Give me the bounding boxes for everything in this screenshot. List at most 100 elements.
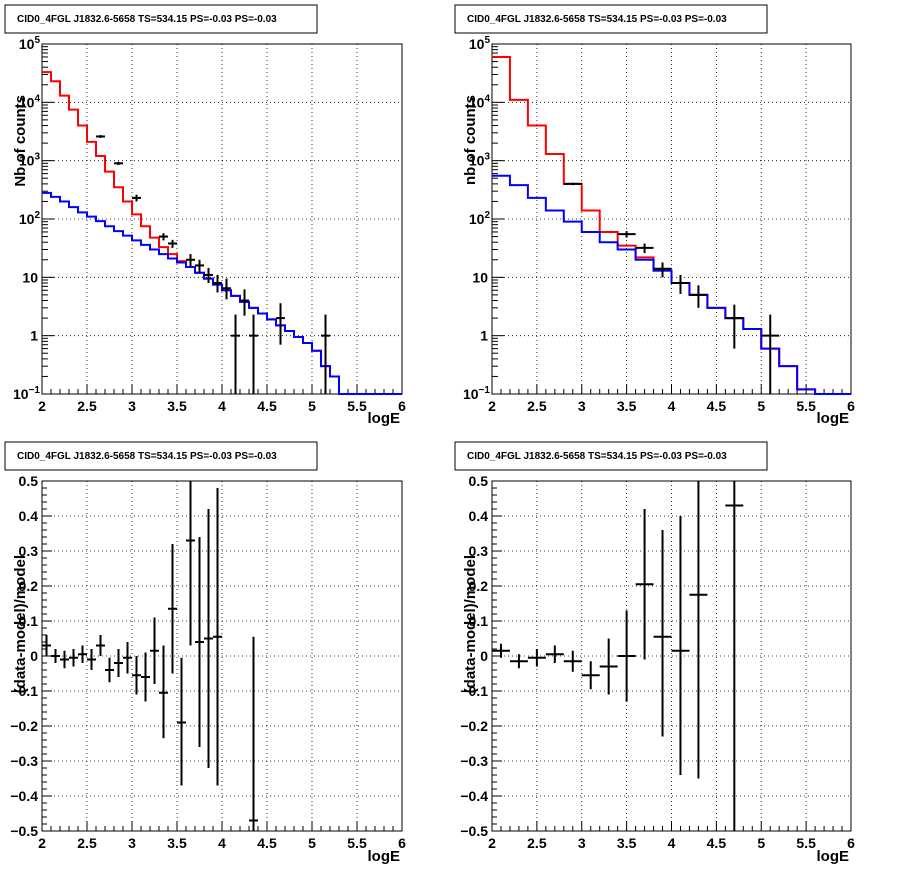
x-tick-label: 5 (757, 835, 765, 851)
x-axis-title: logE (817, 410, 850, 427)
x-tick-label: 5.5 (796, 835, 816, 851)
x-tick-label: 5 (308, 835, 316, 851)
y-tick-label: 0.1 (19, 613, 39, 629)
data-point (105, 657, 114, 683)
data-point (653, 530, 672, 737)
grid-lines (42, 44, 402, 394)
y-tick-label: 10−1 (463, 385, 490, 402)
title-box (4, 441, 318, 471)
y-tick-label: 0.4 (469, 508, 489, 524)
y-tick-label: −0.1 (10, 683, 38, 699)
data-point (240, 289, 249, 316)
data-point (123, 642, 132, 674)
model-total-step-line (492, 55, 851, 395)
y-tick-label: 0.2 (19, 578, 39, 594)
data-point (689, 481, 708, 779)
data-points (492, 481, 744, 831)
y-tick-label: 10 (22, 269, 38, 285)
data-point (159, 645, 168, 739)
data-point (60, 650, 69, 669)
y-tick-label: 0.2 (469, 578, 489, 594)
x-tick-label: 3.5 (617, 398, 637, 414)
x-tick-label: 3 (578, 398, 586, 414)
data-point (114, 649, 123, 677)
data-point (51, 649, 60, 663)
data-point (249, 636, 258, 831)
data-point (635, 243, 654, 254)
x-tick-label: 2 (488, 398, 496, 414)
y-axis-title: (data-model)/model (12, 555, 29, 693)
model-background-step-line (492, 174, 851, 395)
x-axis-title: logE (368, 848, 401, 865)
data-point (563, 650, 582, 672)
x-axis-title: logE (368, 410, 401, 427)
x-tick-label: 2.5 (77, 398, 97, 414)
x-tick-label: 4 (218, 398, 226, 414)
data-point (617, 231, 636, 238)
y-tick-label: −0.2 (460, 718, 488, 734)
x-tick-label: 2 (38, 835, 46, 851)
axis-ticks (491, 480, 852, 832)
y-tick-label: 104 (469, 93, 491, 110)
data-point (186, 481, 195, 646)
data-point (689, 285, 708, 308)
y-axis-title: (data-model)/model (462, 555, 479, 693)
x-tick-label: 6 (398, 835, 406, 851)
x-tick-label: 5.5 (347, 398, 367, 414)
data-point (87, 649, 96, 670)
y-tick-label: 0 (480, 648, 488, 664)
model-background-step-line (42, 191, 402, 395)
counts-panel-right: CID0_4FGL J1832.6-5658 TS=534.15 PS=-0.0… (454, 4, 855, 427)
counts-panel-left: CID0_4FGL J1832.6-5658 TS=534.15 PS=-0.0… (4, 4, 406, 427)
data-point (563, 182, 582, 186)
x-tick-label: 5 (757, 398, 765, 414)
data-point (177, 657, 186, 786)
y-tick-label: −0.4 (10, 788, 38, 804)
x-tick-label: 2 (488, 835, 496, 851)
x-tick-label: 2.5 (527, 835, 547, 851)
x-tick-label: 3.5 (167, 835, 187, 851)
x-tick-label: 4.5 (257, 398, 277, 414)
data-point (231, 314, 240, 394)
grid-lines (492, 481, 851, 831)
data-point (527, 649, 546, 667)
y-tick-label: 104 (19, 93, 41, 110)
data-point (96, 635, 105, 656)
title-box (4, 4, 318, 34)
data-point (78, 645, 87, 663)
x-tick-label: 4.5 (257, 835, 277, 851)
data-point (213, 488, 222, 786)
axis-ticks (41, 480, 403, 832)
plot-title: CID0_4FGL J1832.6-5658 TS=534.15 PS=-0.0… (467, 451, 727, 462)
grid-lines (492, 44, 851, 394)
title-box (454, 441, 768, 471)
data-point (222, 278, 231, 300)
y-tick-label: 103 (469, 152, 491, 169)
data-point (132, 194, 141, 202)
data-point (761, 314, 780, 394)
grid-lines (42, 481, 402, 831)
data-point (509, 654, 528, 669)
data-point (249, 314, 258, 394)
data-point (168, 239, 177, 248)
y-tick-label: 103 (19, 152, 41, 169)
y-tick-label: −0.5 (460, 823, 488, 839)
data-point (150, 617, 159, 684)
y-tick-label: −0.2 (10, 718, 38, 734)
x-tick-label: 3 (578, 835, 586, 851)
y-tick-label: 105 (19, 35, 41, 52)
x-tick-label: 3.5 (167, 398, 187, 414)
x-tick-label: 3 (128, 835, 136, 851)
data-point (617, 610, 636, 702)
x-tick-label: 4 (668, 835, 676, 851)
data-point (42, 635, 51, 656)
x-axis-title: logE (817, 848, 850, 865)
y-tick-label: 0.5 (469, 473, 489, 489)
y-axis-title: nb of counts (462, 95, 479, 185)
data-point (276, 303, 285, 345)
x-tick-label: 5.5 (796, 398, 816, 414)
data-point (195, 537, 204, 747)
y-tick-label: −0.3 (460, 753, 488, 769)
y-tick-label: 102 (19, 210, 41, 227)
x-tick-label: 4 (668, 398, 676, 414)
